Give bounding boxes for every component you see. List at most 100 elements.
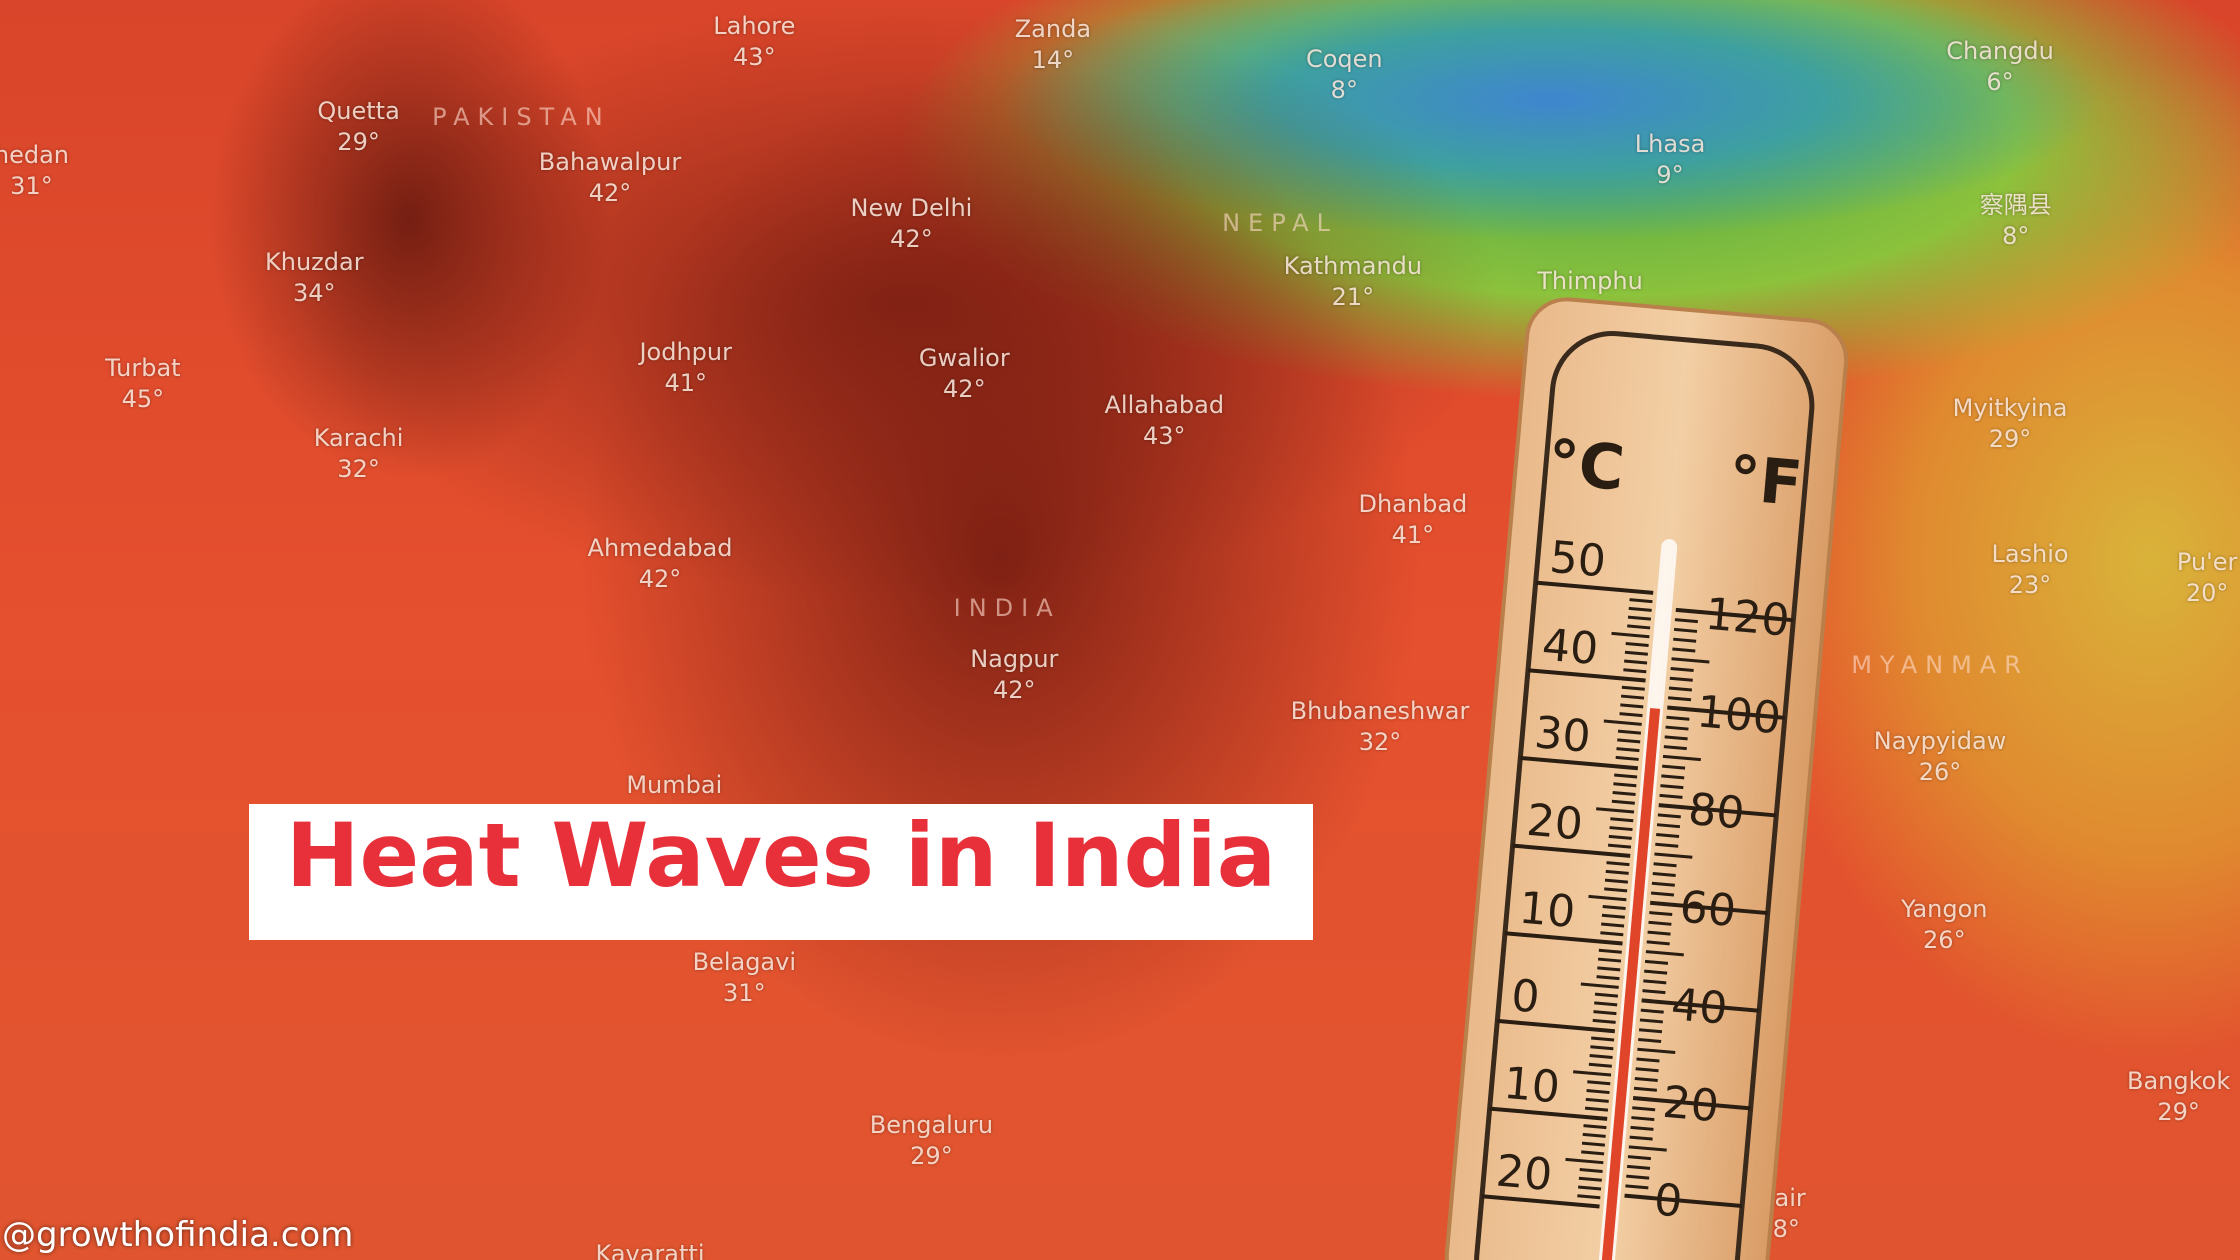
minor-tick: [1639, 1018, 1663, 1024]
minor-tick: [1624, 650, 1648, 656]
city-label: Pu'er 20°: [2177, 547, 2238, 609]
city-name: 察隅县: [1979, 191, 2052, 219]
minor-tick: [1628, 606, 1652, 612]
city-temp: 41°: [1391, 520, 1435, 549]
city-label: Nagpur 42°: [970, 644, 1058, 706]
minor-tick: [1581, 1141, 1606, 1147]
city-label: Kavaratti: [596, 1239, 705, 1260]
city-name: Zanda: [1014, 15, 1092, 44]
city-label: Zanda 14°: [1015, 14, 1091, 76]
fahrenheit-tick: [1675, 607, 1794, 623]
city-temp: 14°: [1031, 46, 1075, 75]
minor-tick: [1612, 791, 1636, 796]
minor-tick: [1609, 826, 1633, 832]
minor-tick: [1588, 1062, 1612, 1068]
city-label: Gwalior 42°: [919, 343, 1010, 405]
city-temp: 29°: [337, 127, 380, 156]
minor-tick: [1623, 668, 1647, 674]
celsius-tick: [1512, 843, 1631, 858]
thermometer: °C °F 504030201001020120100806040200: [1444, 297, 1849, 1260]
fahrenheit-tick: [1658, 803, 1777, 818]
minor-tick: [1581, 1150, 1605, 1156]
celsius-unit: °C: [1545, 425, 1628, 504]
minor-tick: [1631, 1116, 1655, 1122]
minor-tick: [1633, 1086, 1657, 1092]
minor-tick: [1648, 920, 1672, 926]
city-temp: 42°: [638, 564, 682, 593]
celsius-tick-label: 10: [1517, 882, 1577, 938]
minor-tick: [1604, 887, 1628, 893]
minor-tick: [1654, 852, 1693, 859]
minor-tick: [1656, 823, 1681, 829]
minor-tick: [1627, 615, 1652, 621]
fahrenheit-tick: [1650, 900, 1768, 916]
watermark: @growthofindia.com: [2, 1215, 354, 1255]
minor-tick: [1616, 747, 1640, 753]
city-temp: 31°: [723, 979, 766, 1008]
minor-tick: [1590, 1045, 1614, 1051]
minor-tick: [1620, 694, 1645, 700]
city-name: Yangon: [1901, 895, 1988, 924]
minor-tick: [1674, 618, 1698, 624]
minor-tick: [1655, 842, 1679, 848]
minor-tick: [1611, 631, 1650, 639]
minor-tick: [1653, 862, 1677, 868]
minor-tick: [1627, 1155, 1652, 1161]
city-name: Naypyidaw: [1873, 726, 2007, 755]
minor-tick: [1652, 872, 1676, 877]
minor-tick: [1661, 774, 1685, 780]
minor-tick: [1667, 696, 1692, 702]
celsius-tick-label: 10: [1502, 1058, 1562, 1114]
minor-tick: [1596, 807, 1635, 814]
scale-border: [1474, 331, 1815, 1260]
minor-tick: [1593, 1010, 1617, 1016]
minor-tick: [1636, 1057, 1660, 1063]
city-temp: 42°: [890, 224, 933, 253]
city-label: Yangon 26°: [1901, 894, 1987, 956]
city-name: Lashio: [1991, 539, 2069, 568]
fahrenheit-tick: [1624, 1193, 1743, 1208]
city-temp: 32°: [337, 454, 380, 483]
minor-tick: [1642, 989, 1666, 995]
minor-tick: [1583, 1124, 1607, 1130]
minor-tick: [1600, 931, 1624, 937]
minor-tick: [1598, 948, 1622, 954]
city-label: Karachi 32°: [314, 423, 404, 485]
celsius-tick: [1489, 1106, 1608, 1121]
minor-tick: [1610, 817, 1634, 823]
region-label: NEPAL: [1222, 208, 1338, 237]
minor-tick: [1632, 1106, 1656, 1112]
region-label: MYANMAR: [1851, 651, 2029, 680]
minor-tick: [1580, 982, 1619, 989]
city-label: New Delhi 42°: [851, 193, 973, 255]
minor-tick: [1573, 1070, 1612, 1077]
celsius-tick: [1520, 755, 1639, 771]
city-label: Changdu 6°: [1946, 36, 2054, 98]
city-name: New Delhi: [850, 193, 973, 222]
minor-tick: [1582, 1132, 1606, 1138]
minor-tick: [1664, 735, 1688, 741]
minor-tick: [1613, 782, 1637, 788]
city-name: Pu'er: [2176, 548, 2238, 577]
minor-tick: [1644, 969, 1668, 975]
city-label: Mumbai: [626, 770, 722, 801]
city-label: Quetta 29°: [317, 96, 399, 158]
fahrenheit-tick: [1667, 705, 1785, 720]
city-name: Coqen: [1305, 45, 1383, 74]
city-label: Bangkok 29°: [2127, 1066, 2230, 1128]
minor-tick: [1597, 957, 1622, 963]
minor-tick: [1645, 950, 1684, 957]
city-name: Kathmandu: [1283, 252, 1423, 281]
minor-tick: [1650, 891, 1675, 897]
minor-tick: [1588, 894, 1627, 902]
city-temp: 32°: [1358, 727, 1402, 756]
minor-tick: [1606, 861, 1630, 867]
city-name: Gwalior: [918, 343, 1010, 372]
minor-tick: [1649, 911, 1673, 917]
city-name: Lhasa: [1634, 129, 1706, 158]
city-temp: 31°: [10, 172, 53, 200]
city-temp: 29°: [910, 1142, 953, 1171]
city-label: Lashio 23°: [1991, 539, 2068, 601]
minor-tick: [1594, 1001, 1618, 1007]
city-name: Thimphu: [1537, 266, 1643, 295]
